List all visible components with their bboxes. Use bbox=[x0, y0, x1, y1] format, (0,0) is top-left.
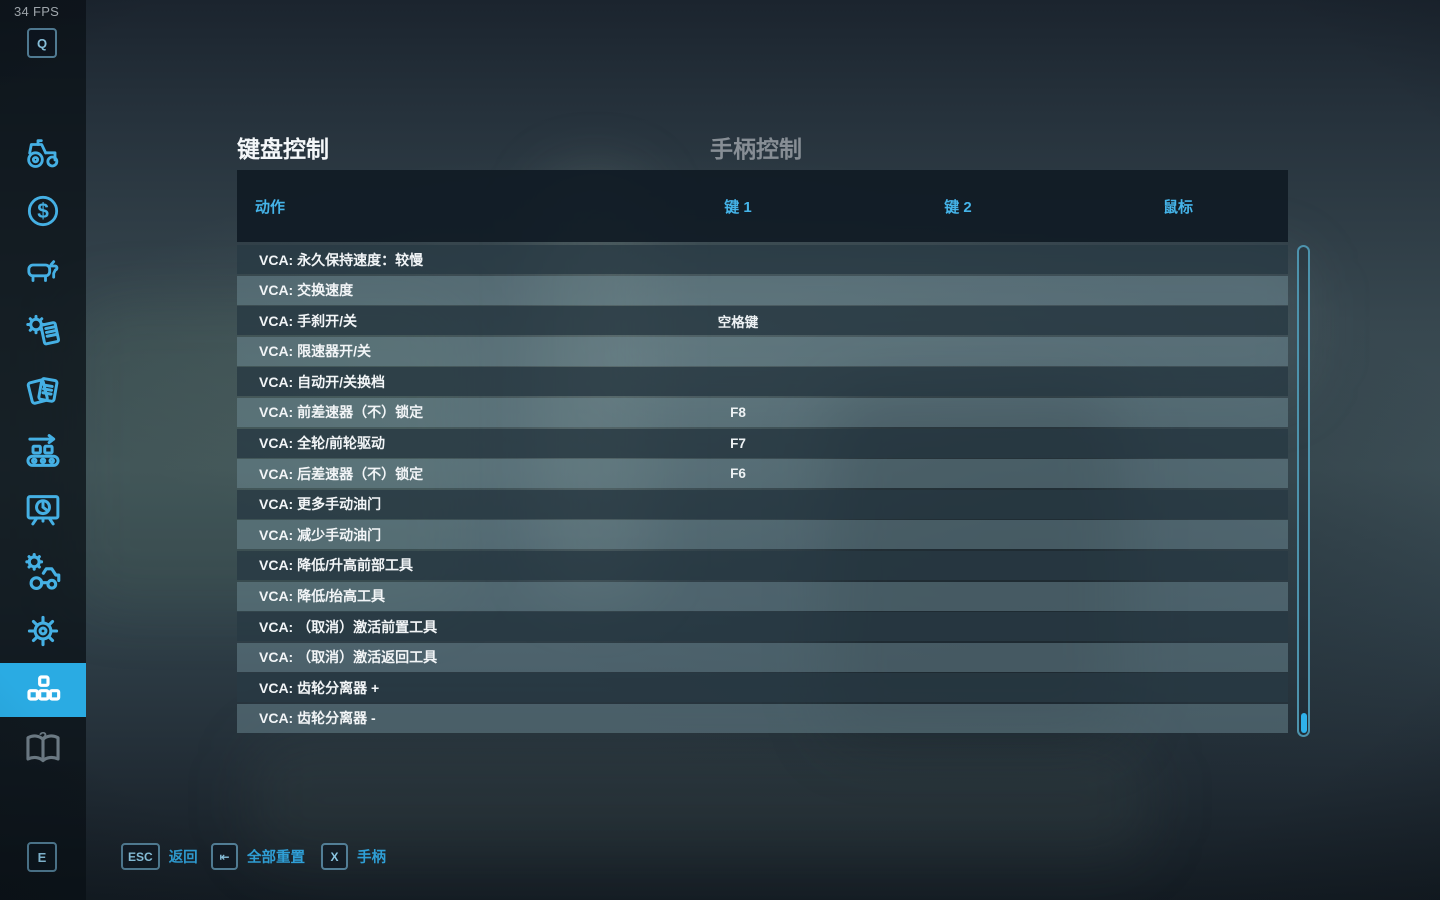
esc-keycap: ESC bbox=[121, 843, 160, 870]
header-key1: 键 1 bbox=[724, 198, 752, 216]
sidebar-item-animals[interactable] bbox=[17, 247, 69, 293]
reset-all-button[interactable]: ⇤ 全部重置 bbox=[211, 843, 305, 870]
gear-icon bbox=[27, 615, 59, 647]
tab-keyboard-controls[interactable]: 键盘控制 bbox=[237, 136, 329, 162]
table-row[interactable]: VCA: 永久保持速度：较慢 bbox=[237, 245, 1288, 274]
background-blur bbox=[250, 740, 1150, 860]
key1-binding[interactable]: F6 bbox=[730, 466, 746, 482]
action-label: VCA: 齿轮分离器 - bbox=[259, 710, 376, 727]
gamepad-button-label: 手柄 bbox=[357, 850, 386, 866]
table-row[interactable]: VCA: 降低/抬高工具 bbox=[237, 581, 1288, 611]
svg-text:$: $ bbox=[37, 200, 49, 223]
action-label: VCA: 减少手动油门 bbox=[259, 526, 382, 543]
sidebar-item-documents[interactable] bbox=[17, 368, 69, 414]
contract-gear-icon bbox=[26, 314, 61, 346]
back-button[interactable]: ESC 返回 bbox=[121, 843, 198, 870]
action-label: VCA: 降低/升高前部工具 bbox=[259, 557, 413, 574]
table-row[interactable]: VCA: 降低/升高前部工具 bbox=[237, 550, 1288, 580]
action-label: VCA: 限速器开/关 bbox=[259, 343, 371, 360]
table-row[interactable]: VCA: （取消）激活前置工具 bbox=[237, 612, 1288, 642]
table-row[interactable]: VCA: 更多手动油门 bbox=[237, 489, 1288, 519]
sidebar-item-help[interactable]: ? bbox=[17, 725, 69, 771]
vehicle-settings-icon bbox=[25, 552, 61, 590]
table-row[interactable]: VCA: 全轮/前轮驱动 F7 bbox=[237, 428, 1288, 458]
table-row[interactable]: VCA: 齿轮分离器 - bbox=[237, 703, 1288, 733]
key1-binding[interactable]: 空格键 bbox=[717, 314, 759, 330]
action-label: VCA: 前差速器（不）锁定 bbox=[259, 404, 424, 421]
page-prev-keycap: Q bbox=[27, 28, 57, 58]
action-label: VCA: 后差速器（不）锁定 bbox=[259, 465, 424, 482]
key1-binding[interactable]: F7 bbox=[730, 435, 746, 451]
mods-blocks-icon bbox=[27, 675, 61, 701]
table-row[interactable]: VCA: （取消）激活返回工具 bbox=[237, 642, 1288, 672]
page-next-keycap: E bbox=[27, 842, 57, 872]
table-row[interactable]: VCA: 后差速器（不）锁定 F6 bbox=[237, 459, 1288, 489]
documents-icon bbox=[26, 377, 59, 405]
action-label: VCA: 交换速度 bbox=[259, 282, 354, 299]
sidebar-item-statistics[interactable] bbox=[17, 488, 69, 534]
statistics-board-icon bbox=[26, 495, 60, 526]
production-conveyor-icon bbox=[26, 434, 60, 467]
sidebar: Q $ bbox=[0, 0, 86, 900]
scrollbar-track[interactable] bbox=[1297, 245, 1310, 737]
sidebar-item-settings[interactable] bbox=[17, 608, 69, 654]
table-row[interactable]: VCA: 自动开/关换档 bbox=[237, 367, 1288, 397]
key1-binding[interactable]: F8 bbox=[730, 404, 746, 420]
sidebar-item-garage[interactable] bbox=[17, 548, 69, 594]
table-row[interactable]: VCA: 限速器开/关 bbox=[237, 336, 1288, 366]
sidebar-item-finances[interactable]: $ bbox=[17, 188, 69, 234]
action-label: VCA: 手刹开/关 bbox=[259, 312, 357, 329]
action-label: VCA: 永久保持速度：较慢 bbox=[259, 251, 424, 268]
action-label: VCA: 全轮/前轮驱动 bbox=[259, 435, 385, 452]
table-row[interactable]: VCA: 齿轮分离器 + bbox=[237, 673, 1288, 703]
tab-gamepad-controls[interactable]: 手柄控制 bbox=[710, 136, 802, 162]
cow-icon bbox=[27, 260, 59, 282]
backspace-keycap: ⇤ bbox=[211, 843, 238, 870]
fps-counter: 34 FPS bbox=[14, 4, 60, 19]
action-label: VCA: （取消）激活前置工具 bbox=[259, 618, 438, 635]
action-label: VCA: 自动开/关换档 bbox=[259, 373, 385, 390]
action-label: VCA: 更多手动油门 bbox=[259, 496, 382, 513]
sidebar-item-contracts[interactable] bbox=[17, 308, 69, 354]
table-row[interactable]: VCA: 减少手动油门 bbox=[237, 520, 1288, 550]
sidebar-item-vehicles[interactable] bbox=[17, 129, 69, 175]
sidebar-item-mods-active[interactable] bbox=[0, 663, 86, 717]
controls-table-header: 动作 键 1 键 2 鼠标 bbox=[237, 170, 1288, 242]
svg-text:?: ? bbox=[39, 729, 47, 744]
action-label: VCA: 降低/抬高工具 bbox=[259, 588, 385, 605]
gamepad-button[interactable]: X 手柄 bbox=[321, 843, 386, 870]
help-book-icon: ? bbox=[26, 729, 60, 763]
action-label: VCA: （取消）激活返回工具 bbox=[259, 649, 438, 666]
x-keycap: X bbox=[321, 843, 348, 870]
back-button-label: 返回 bbox=[168, 850, 198, 866]
table-row[interactable]: VCA: 手刹开/关 空格键 bbox=[237, 306, 1288, 336]
table-row[interactable]: VCA: 前差速器（不）锁定 F8 bbox=[237, 397, 1288, 427]
scrollbar-thumb[interactable] bbox=[1300, 713, 1307, 733]
table-row[interactable]: VCA: 交换速度 bbox=[237, 275, 1288, 305]
action-label: VCA: 齿轮分离器 + bbox=[259, 679, 380, 696]
tractor-icon bbox=[27, 139, 59, 168]
sidebar-item-production[interactable] bbox=[17, 428, 69, 474]
header-key2: 键 2 bbox=[944, 198, 972, 216]
controls-table-rows: VCA: 永久保持速度：较慢 VCA: 交换速度 VCA: 手刹开/关 空格键 VCA:… bbox=[237, 245, 1288, 733]
dollar-icon: $ bbox=[27, 195, 59, 227]
reset-all-button-label: 全部重置 bbox=[247, 850, 305, 866]
header-action: 动作 bbox=[255, 198, 286, 216]
header-mouse: 鼠标 bbox=[1162, 198, 1193, 216]
